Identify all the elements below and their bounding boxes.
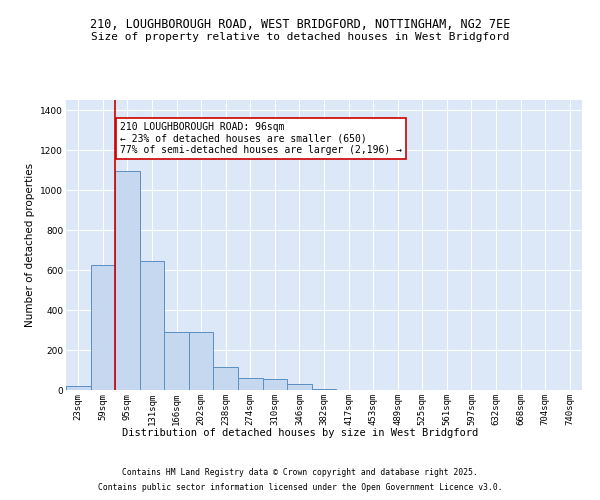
Text: 210 LOUGHBOROUGH ROAD: 96sqm
← 23% of detached houses are smaller (650)
77% of s: 210 LOUGHBOROUGH ROAD: 96sqm ← 23% of de… (120, 122, 402, 155)
Y-axis label: Number of detached properties: Number of detached properties (25, 163, 35, 327)
Bar (66, 386, 91, 390)
Bar (287, 384, 312, 390)
Bar (214, 367, 238, 390)
Text: Distribution of detached houses by size in West Bridgford: Distribution of detached houses by size … (122, 428, 478, 438)
Bar (115, 171, 140, 390)
Bar (140, 261, 164, 390)
Bar (189, 332, 214, 390)
Text: Contains HM Land Registry data © Crown copyright and database right 2025.: Contains HM Land Registry data © Crown c… (122, 468, 478, 477)
Bar (164, 332, 189, 390)
Bar (263, 379, 287, 390)
Text: Contains public sector information licensed under the Open Government Licence v3: Contains public sector information licen… (98, 483, 502, 492)
Text: Size of property relative to detached houses in West Bridgford: Size of property relative to detached ho… (91, 32, 509, 42)
Bar (91, 265, 115, 390)
Bar (312, 389, 336, 390)
Bar (238, 378, 263, 390)
Text: 210, LOUGHBOROUGH ROAD, WEST BRIDGFORD, NOTTINGHAM, NG2 7EE: 210, LOUGHBOROUGH ROAD, WEST BRIDGFORD, … (90, 18, 510, 30)
